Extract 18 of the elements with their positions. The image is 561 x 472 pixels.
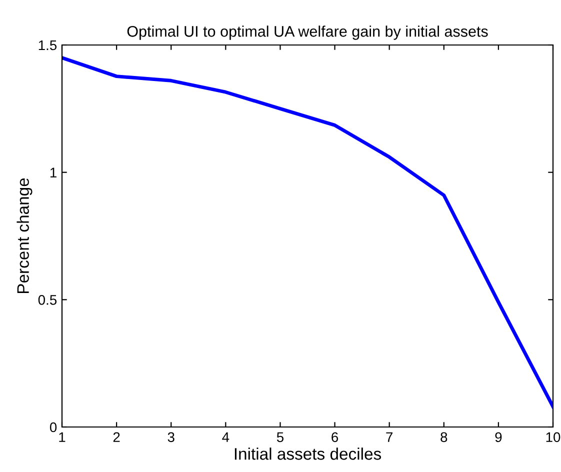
y-tick-label: 1 xyxy=(50,168,56,178)
y-tick-label: 0.5 xyxy=(38,295,57,305)
y-tick-label: 0 xyxy=(50,422,57,432)
x-tick-label: 8 xyxy=(440,432,448,442)
x-tick-label: 3 xyxy=(168,432,174,442)
x-tick-label: 5 xyxy=(276,432,284,442)
x-tick-label: 2 xyxy=(113,432,120,442)
x-tick-label: 6 xyxy=(332,432,338,442)
line-series xyxy=(62,56,553,408)
y-tick-label: 1.5 xyxy=(38,40,57,50)
x-axis-title: Initial assets deciles xyxy=(234,448,382,460)
x-tick-label: 4 xyxy=(222,432,230,442)
x-tick-label: 1 xyxy=(59,432,66,442)
chart-title: Optimal UI to optimal UA welfare gain by initial assets xyxy=(127,26,488,40)
x-tick-label: 9 xyxy=(495,432,502,442)
x-tick-label: 7 xyxy=(386,432,392,442)
y-axis-title: Percent change xyxy=(16,178,32,294)
x-tick-label: 10 xyxy=(546,432,560,442)
